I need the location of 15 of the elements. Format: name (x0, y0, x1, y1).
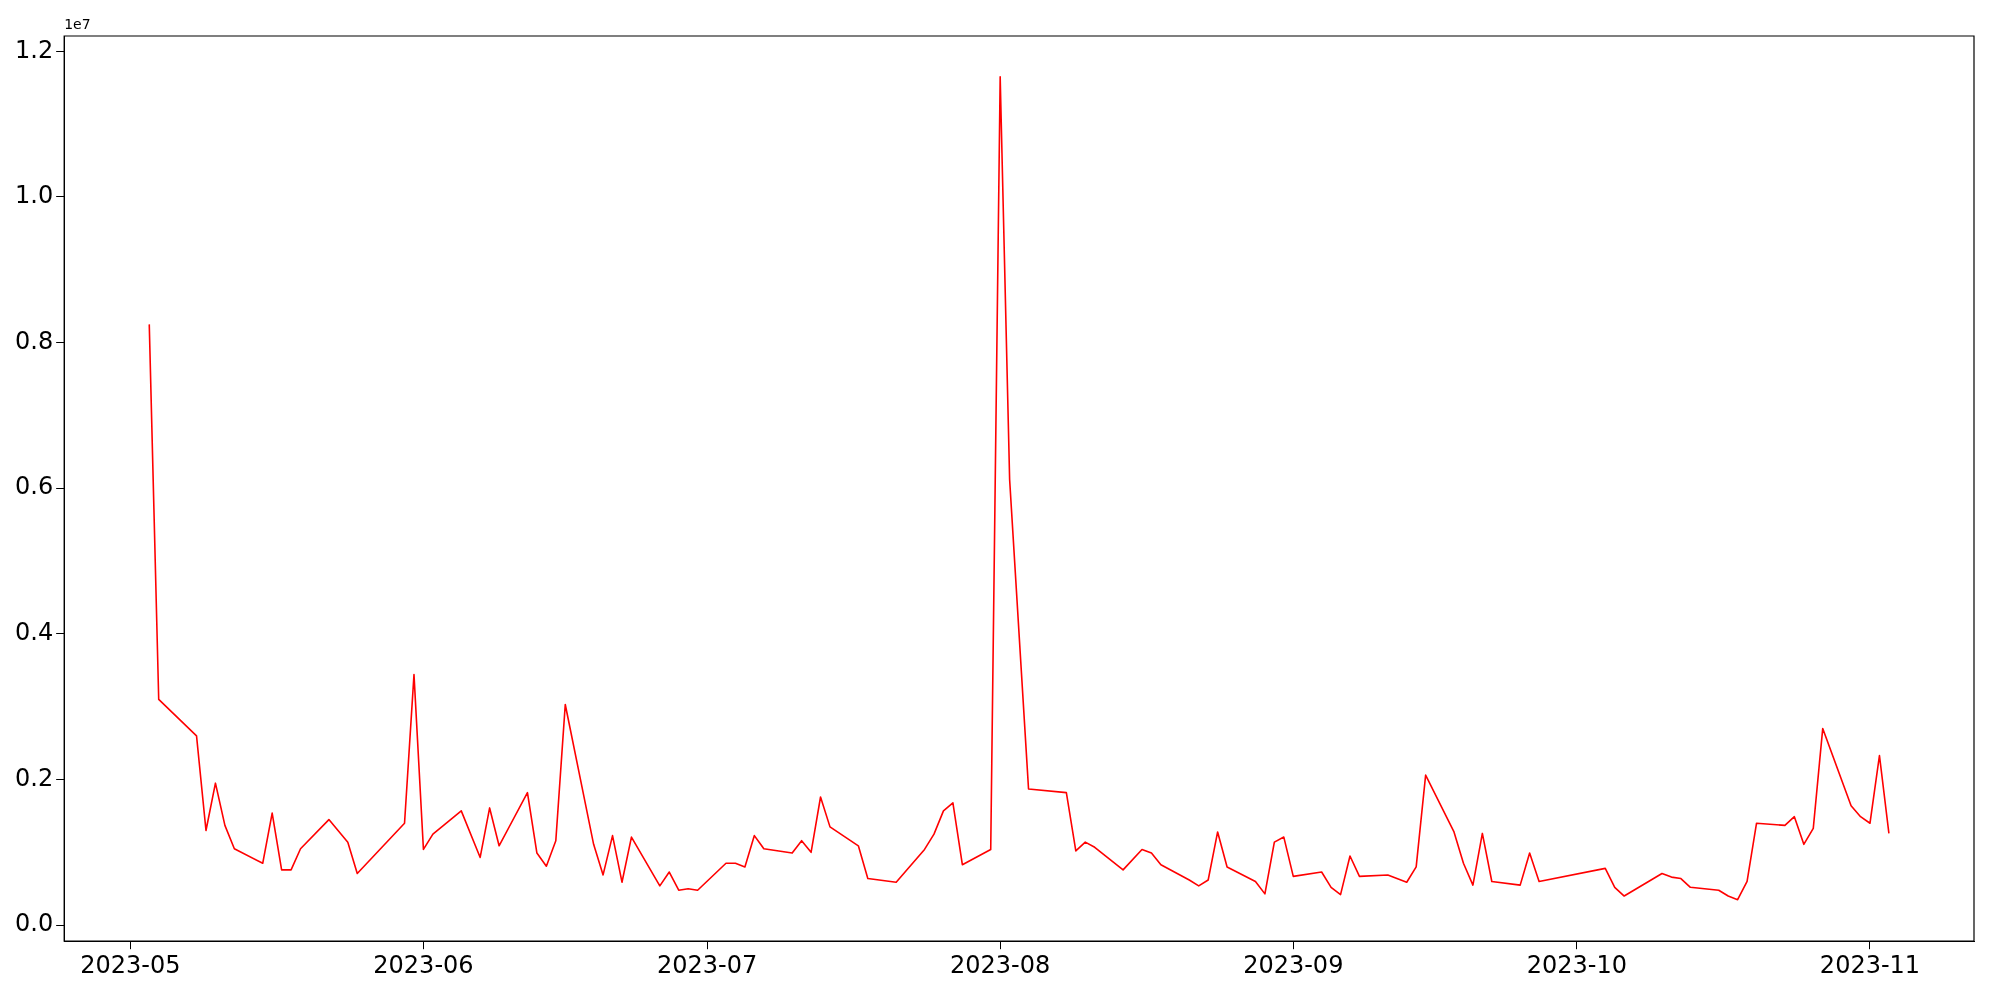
y-tick-label: 0.2 (15, 763, 54, 792)
x-tick-label: 2023-05 (80, 950, 181, 979)
y-tick-label: 0.6 (15, 472, 54, 501)
y-tick-label: 1.0 (15, 181, 54, 210)
y-tick-label: 0.8 (15, 326, 54, 355)
y-tick-label: 0.4 (15, 618, 54, 647)
x-tick-label: 2023-11 (1819, 950, 1921, 979)
x-tick-label: 2023-10 (1526, 950, 1628, 979)
y-tick-label: 0.0 (15, 909, 54, 938)
x-tick-label: 2023-09 (1243, 950, 1344, 979)
x-tick-label: 2023-08 (950, 950, 1051, 979)
y-tick-label: 1.2 (15, 35, 54, 64)
x-tick-label: 2023-07 (656, 950, 758, 979)
x-tick-label: 2023-06 (373, 950, 474, 979)
text: 1e7 (64, 15, 91, 32)
